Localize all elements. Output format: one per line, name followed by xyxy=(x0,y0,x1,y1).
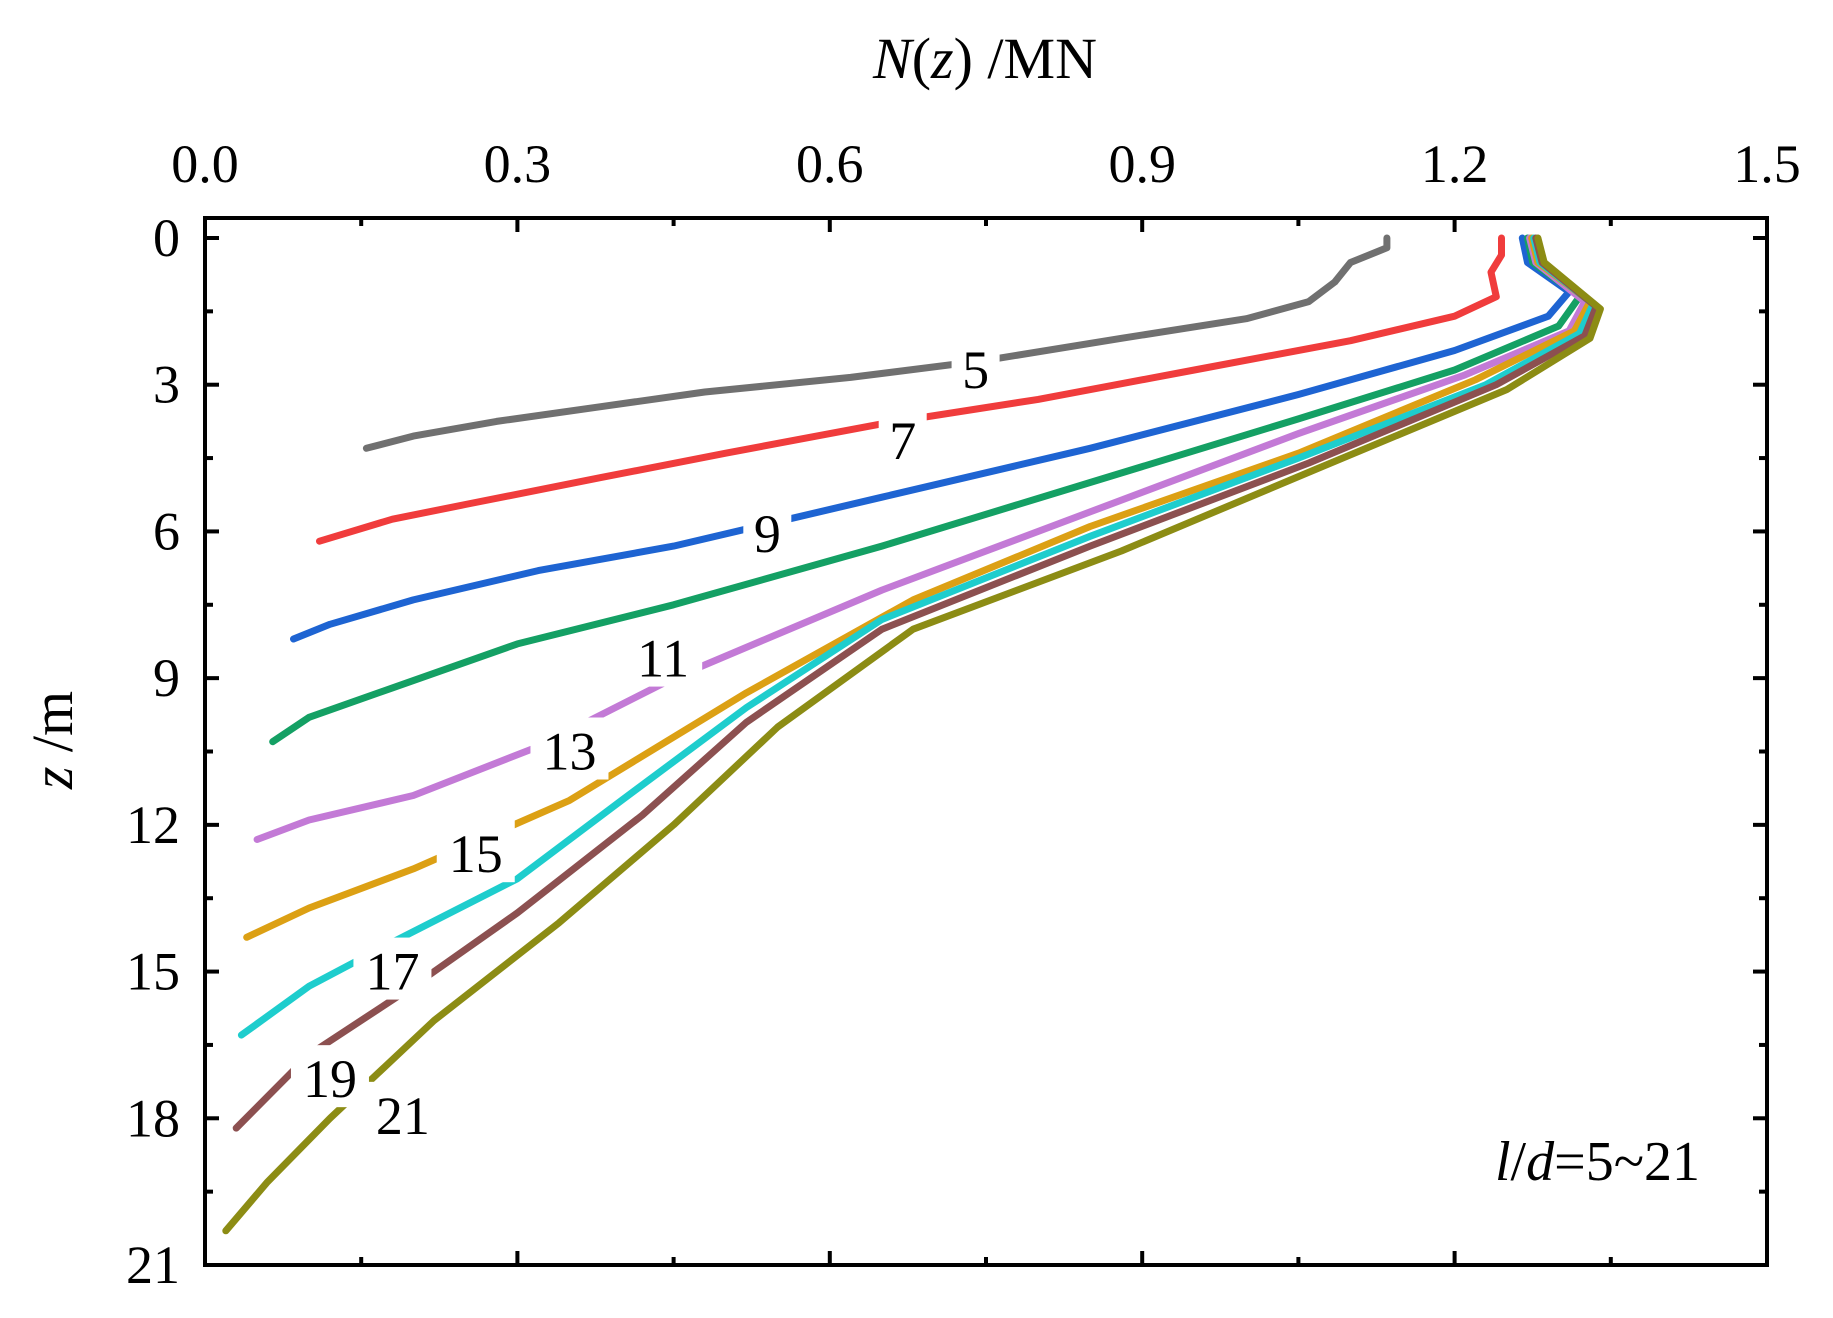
x-tick-label: 0.9 xyxy=(1108,134,1176,194)
curve-label-bg-19 xyxy=(290,1045,369,1108)
x-axis-title: N(z) /MN xyxy=(872,26,1097,91)
curve-label-5: 5 xyxy=(962,340,989,400)
curve-ld-9 xyxy=(290,234,1573,643)
x-tick-label: 0.3 xyxy=(484,134,552,194)
curve-label-9: 9 xyxy=(754,504,781,564)
y-tick-label: 15 xyxy=(126,942,180,1002)
curve-label-11: 11 xyxy=(637,629,689,689)
x-tick-label: 0.0 xyxy=(171,134,239,194)
curve-label-bg-9 xyxy=(743,499,792,562)
y-tick-label: 0 xyxy=(153,208,180,268)
curve-label-bg-11 xyxy=(624,624,703,687)
curve-label-bg-5 xyxy=(951,336,1000,399)
curve-ld-5 xyxy=(362,234,1391,452)
x-tick-labels: 0.0 0.3 0.6 0.9 1.2 1.5 xyxy=(171,134,1801,194)
x-axis-title-arg: z xyxy=(930,26,954,91)
x-axis-title-unit: /MN xyxy=(973,26,1097,91)
curve-label-bg-15 xyxy=(436,820,515,883)
y-tick-label: 6 xyxy=(153,501,180,561)
curve-label-bg-13 xyxy=(530,717,609,780)
y-axis-title-var: z xyxy=(20,767,85,791)
y-tick-label: 9 xyxy=(153,648,180,708)
ld-annotation-l: l xyxy=(1495,1131,1511,1193)
y-tick-label: 21 xyxy=(126,1235,180,1295)
y-axis-title: z /m xyxy=(20,691,85,790)
ld-annotation-rest: =5~21 xyxy=(1554,1131,1700,1193)
x-tick-label: 1.5 xyxy=(1733,134,1801,194)
curve-ld-13 xyxy=(253,234,1589,843)
curve-label-15: 15 xyxy=(449,824,503,884)
curve-label-bg-21 xyxy=(363,1081,442,1144)
ld-annotation: l/d=5~21 xyxy=(1495,1131,1700,1193)
y-tick-label: 18 xyxy=(126,1088,180,1148)
curve-label-13: 13 xyxy=(542,722,596,782)
ticks-group xyxy=(203,218,1769,1267)
x-axis-title-open: ( xyxy=(912,26,931,91)
y-tick-labels: 0 3 6 9 12 15 18 21 xyxy=(126,208,180,1295)
ld-annotation-slash: / xyxy=(1511,1131,1527,1193)
curve-ld-7 xyxy=(316,234,1505,545)
curve-label-21: 21 xyxy=(376,1086,430,1146)
x-tick-label: 0.6 xyxy=(796,134,864,194)
curve-label-17: 17 xyxy=(365,942,419,1002)
x-axis-title-close: ) xyxy=(954,26,973,91)
y-tick-label: 3 xyxy=(153,355,180,415)
x-tick-label: 1.2 xyxy=(1421,134,1489,194)
curve-label-7: 7 xyxy=(889,411,916,471)
curve-ld-17 xyxy=(237,234,1597,1039)
curve-label-19: 19 xyxy=(303,1049,357,1109)
y-tick-label: 12 xyxy=(126,795,180,855)
x-axis-title-var: N xyxy=(872,26,915,91)
curve-label-bg-7 xyxy=(878,406,927,469)
curve-label-bg-17 xyxy=(353,937,432,1000)
ld-annotation-d: d xyxy=(1526,1131,1555,1193)
y-axis-title-unit: /m xyxy=(20,691,85,767)
